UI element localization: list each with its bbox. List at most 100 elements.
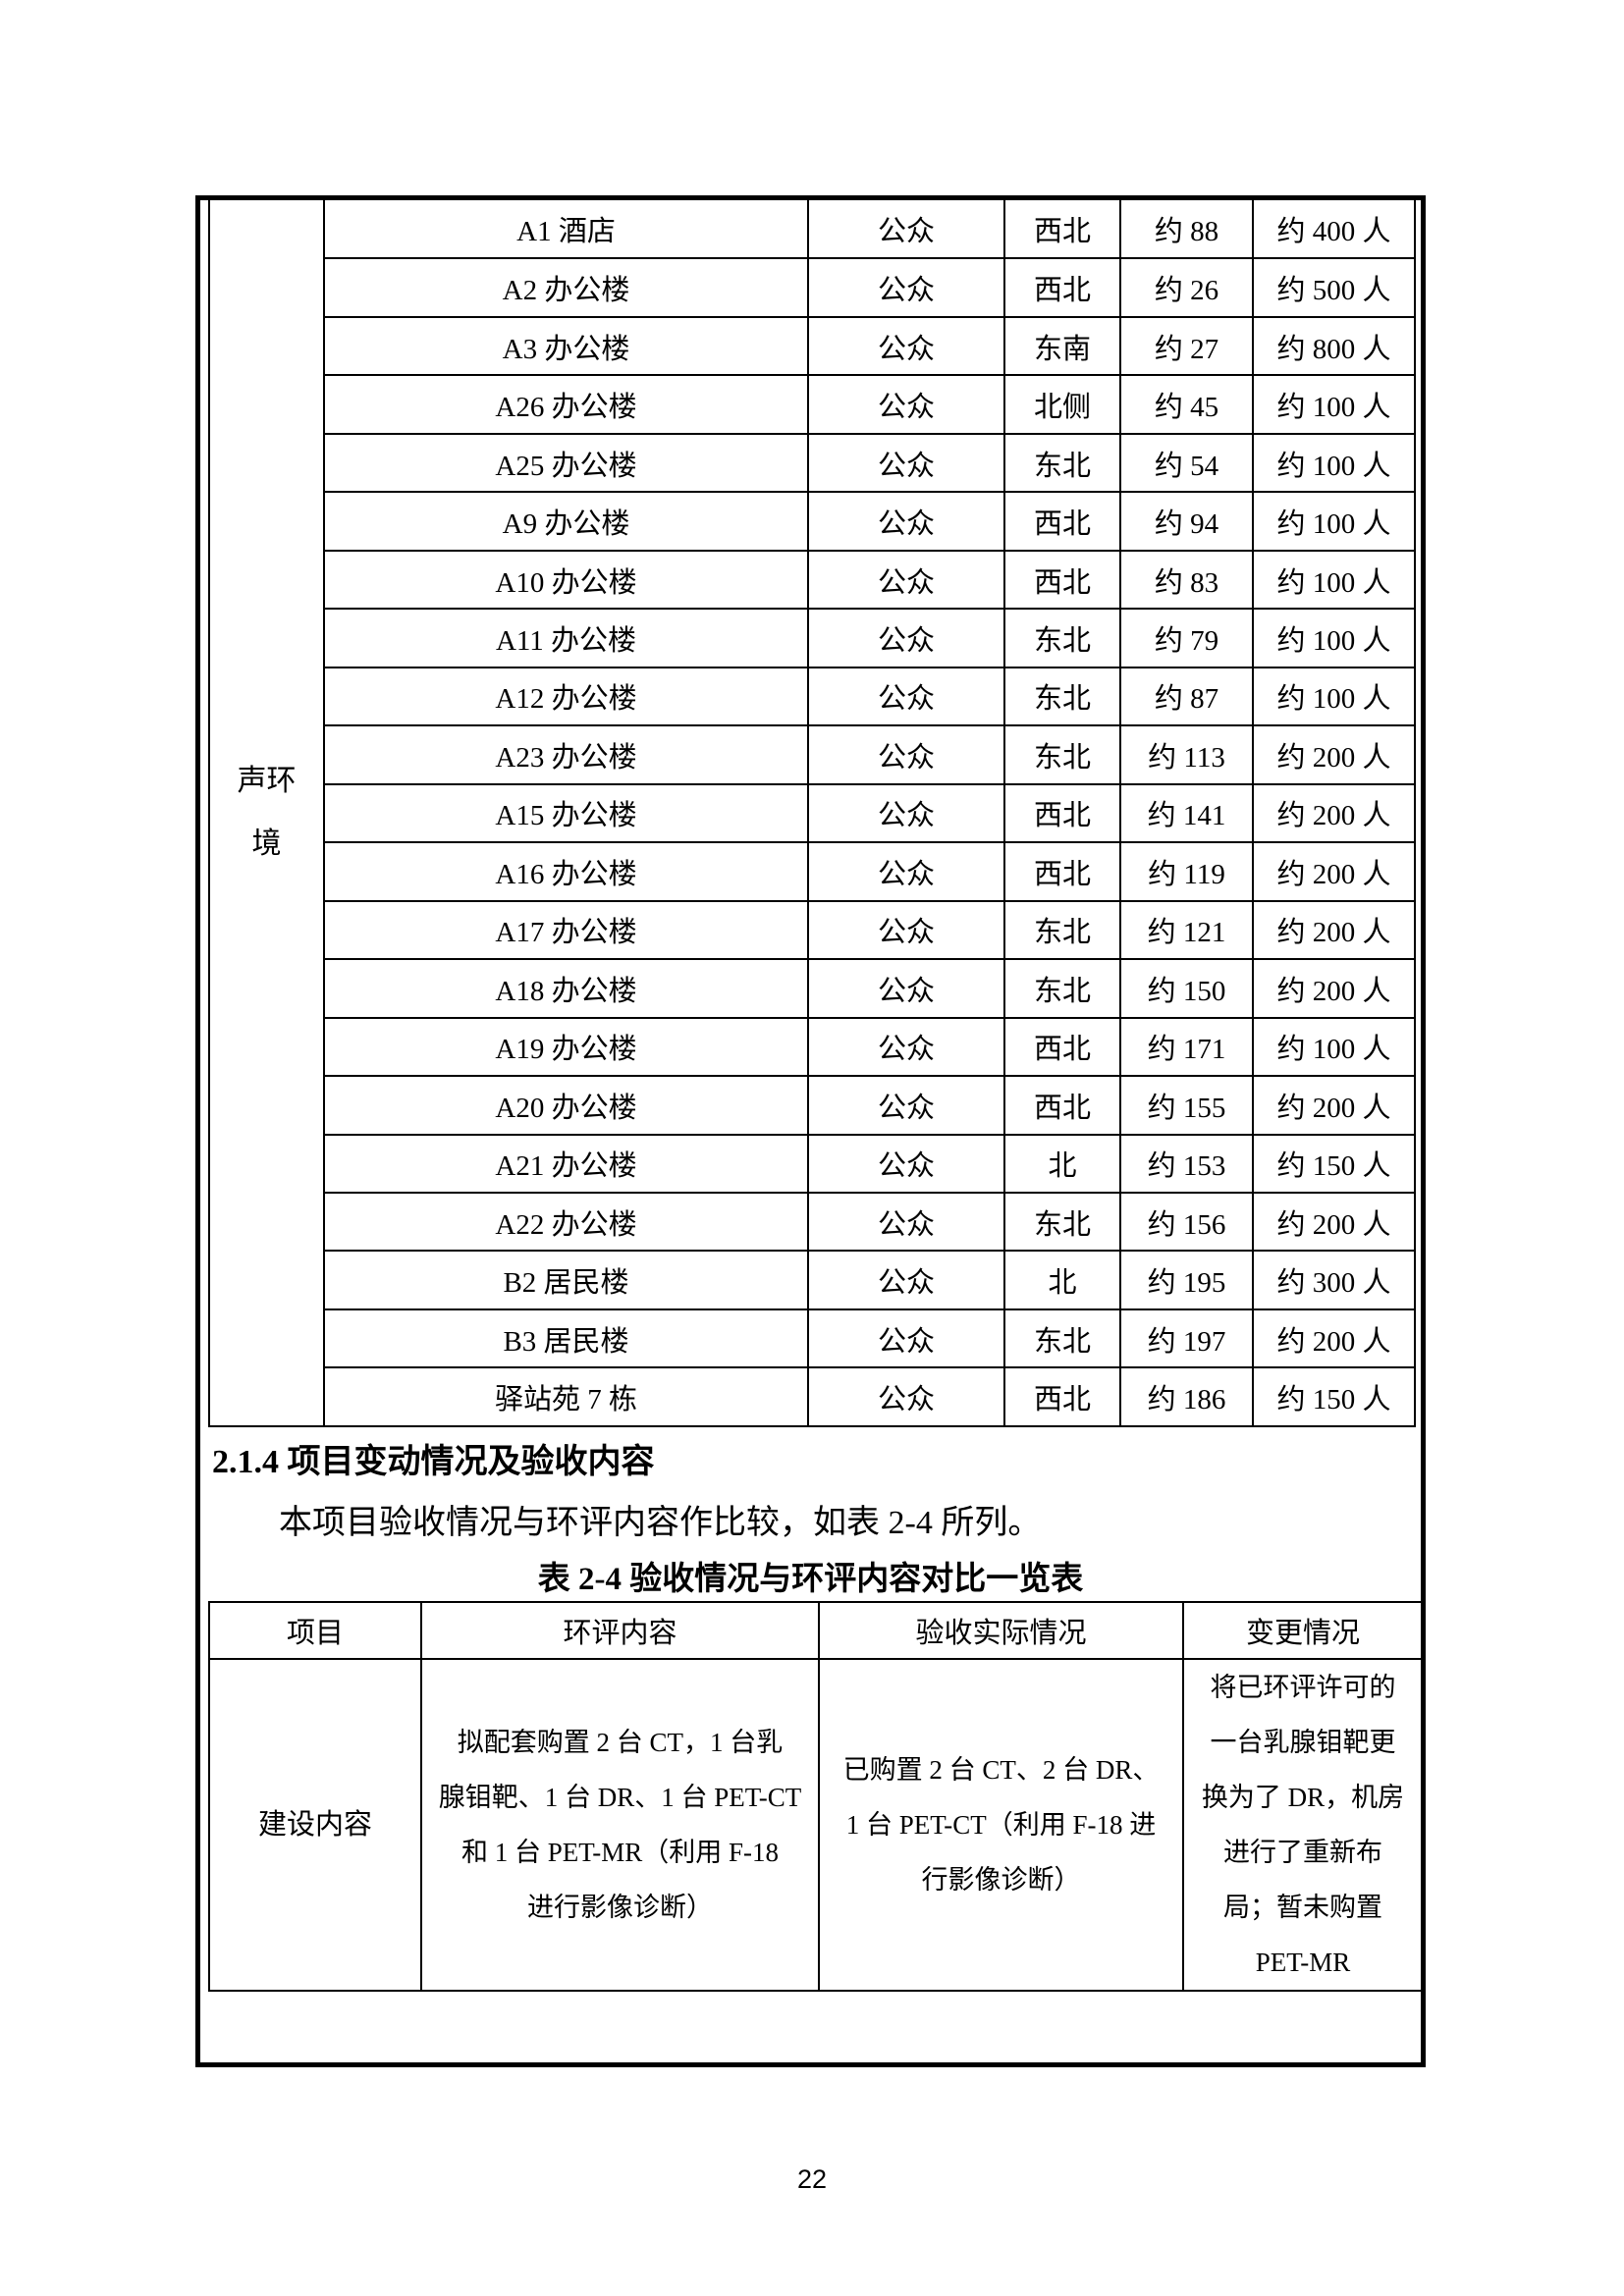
noise-cell-direction: 西北 (1003, 257, 1121, 318)
noise-table-row: A19 办公楼 公众 西北 约 171 约 100 人 (209, 1016, 1416, 1078)
noise-cell-distance: 约 150 (1119, 958, 1254, 1019)
noise-cell-name: A26 办公楼 (323, 374, 809, 435)
noise-cell-receptor-type: 公众 (807, 782, 1005, 844)
page-number: 22 (796, 2164, 828, 2194)
noise-table-row: A12 办公楼 公众 东北 约 87 约 100 人 (209, 666, 1416, 727)
noise-cell-direction: 东北 (1003, 958, 1121, 1019)
noise-group-label: 声环境 (208, 200, 325, 1427)
noise-cell-population: 约 200 人 (1252, 1075, 1416, 1136)
noise-table-row: A20 办公楼 公众 西北 约 155 约 200 人 (209, 1075, 1416, 1136)
noise-cell-population: 约 200 人 (1252, 899, 1416, 961)
noise-cell-direction: 东北 (1003, 432, 1121, 494)
noise-cell-direction: 西北 (1003, 200, 1121, 260)
noise-cell-name: A15 办公楼 (323, 782, 809, 844)
noise-cell-receptor-type: 公众 (807, 1191, 1005, 1253)
noise-table-row: A3 办公楼 公众 东南 约 27 约 800 人 (209, 315, 1416, 377)
noise-cell-direction: 西北 (1003, 1075, 1121, 1136)
noise-cell-population: 约 200 人 (1252, 841, 1416, 902)
noise-cell-distance: 约 113 (1119, 724, 1254, 785)
noise-table-row: A10 办公楼 公众 西北 约 83 约 100 人 (209, 549, 1416, 611)
header-change: 变更情况 (1182, 1601, 1424, 1660)
noise-cell-distance: 约 121 (1119, 899, 1254, 961)
noise-cell-population: 约 100 人 (1252, 374, 1416, 435)
noise-table-row: 驿站苑 7 栋 公众 西北 约 186 约 150 人 (209, 1366, 1416, 1427)
noise-cell-direction: 东北 (1003, 899, 1121, 961)
noise-cell-population: 约 200 人 (1252, 1191, 1416, 1253)
noise-cell-name: B3 居民楼 (323, 1308, 809, 1369)
noise-table-row: A16 办公楼 公众 西北 约 119 约 200 人 (209, 841, 1416, 902)
noise-cell-distance: 约 197 (1119, 1308, 1254, 1369)
comparison-header-row: 项目 环评内容 验收实际情况 变更情况 (208, 1601, 1424, 1660)
noise-cell-name: A17 办公楼 (323, 899, 809, 961)
noise-cell-name: A20 办公楼 (323, 1075, 809, 1136)
header-eia-content: 环评内容 (420, 1601, 820, 1660)
cell-change: 将已环评许可的 一台乳腺钼靶更 换为了 DR，机房 进行了重新布 局；暂未购置 … (1182, 1658, 1424, 1992)
noise-cell-population: 约 100 人 (1252, 549, 1416, 611)
noise-cell-receptor-type: 公众 (807, 374, 1005, 435)
noise-cell-direction: 东北 (1003, 1308, 1121, 1369)
noise-cell-name: A25 办公楼 (323, 432, 809, 494)
noise-cell-receptor-type: 公众 (807, 1075, 1005, 1136)
noise-table-row: B3 居民楼 公众 东北 约 197 约 200 人 (209, 1308, 1416, 1369)
noise-cell-distance: 约 141 (1119, 782, 1254, 844)
noise-table-row: A11 办公楼 公众 东北 约 79 约 100 人 (209, 608, 1416, 668)
noise-cell-population: 约 100 人 (1252, 666, 1416, 727)
noise-cell-receptor-type: 公众 (807, 1016, 1005, 1078)
noise-table-row: 声环境 A1 酒店 公众 西北 约 88 约 400 人 (208, 200, 1416, 1427)
intro-paragraph: 本项目验收情况与环评内容作比较，如表 2-4 所列。 (279, 1505, 1042, 1541)
noise-cell-name: A3 办公楼 (323, 315, 809, 377)
noise-cell-population: 约 100 人 (1252, 608, 1416, 668)
noise-cell-name: B2 居民楼 (323, 1250, 809, 1310)
noise-cell-population: 约 300 人 (1252, 1250, 1416, 1310)
noise-cell-distance: 约 54 (1119, 432, 1254, 494)
noise-cell-direction: 北 (1003, 1133, 1121, 1194)
noise-cell-receptor-type: 公众 (807, 958, 1005, 1019)
noise-cell-distance: 约 27 (1119, 315, 1254, 377)
noise-cell-population: 约 200 人 (1252, 724, 1416, 785)
comparison-table: 项目 环评内容 验收实际情况 变更情况 建设内容 拟配套购置 2 台 CT，1 … (208, 1601, 1424, 1992)
noise-cell-population: 约 150 人 (1252, 1366, 1416, 1427)
noise-cell-distance: 约 119 (1119, 841, 1254, 902)
noise-cell-receptor-type: 公众 (807, 1250, 1005, 1310)
noise-table-row: A21 办公楼 公众 北 约 153 约 150 人 (209, 1133, 1416, 1194)
noise-cell-distance: 约 171 (1119, 1016, 1254, 1078)
cell-acceptance-actual: 已购置 2 台 CT、2 台 DR、 1 台 PET-CT（利用 F-18 进 … (818, 1658, 1184, 1992)
noise-table-row: B2 居民楼 公众 北 约 195 约 300 人 (209, 1250, 1416, 1310)
noise-cell-distance: 约 83 (1119, 549, 1254, 611)
noise-cell-name: A11 办公楼 (323, 608, 809, 668)
noise-cell-population: 约 200 人 (1252, 1308, 1416, 1369)
noise-cell-population: 约 100 人 (1252, 432, 1416, 494)
section-heading: 2.1.4 项目变动情况及验收内容 (212, 1444, 655, 1480)
noise-cell-receptor-type: 公众 (807, 608, 1005, 668)
noise-cell-population: 约 150 人 (1252, 1133, 1416, 1194)
noise-cell-direction: 东南 (1003, 315, 1121, 377)
noise-cell-distance: 约 79 (1119, 608, 1254, 668)
noise-cell-distance: 约 156 (1119, 1191, 1254, 1253)
page-frame: 声环境 A1 酒店 公众 西北 约 88 约 400 人 A2 办公楼 公众 西北… (195, 195, 1426, 2067)
noise-cell-receptor-type: 公众 (807, 1366, 1005, 1427)
noise-table-row: A18 办公楼 公众 东北 约 150 约 200 人 (209, 958, 1416, 1019)
noise-cell-distance: 约 186 (1119, 1366, 1254, 1427)
noise-table-row: A22 办公楼 公众 东北 约 156 约 200 人 (209, 1191, 1416, 1253)
noise-table-row: A23 办公楼 公众 东北 约 113 约 200 人 (209, 724, 1416, 785)
noise-cell-distance: 约 45 (1119, 374, 1254, 435)
noise-cell-receptor-type: 公众 (807, 899, 1005, 961)
noise-cell-receptor-type: 公众 (807, 200, 1005, 260)
noise-cell-name: A23 办公楼 (323, 724, 809, 785)
noise-cell-receptor-type: 公众 (807, 432, 1005, 494)
noise-cell-distance: 约 153 (1119, 1133, 1254, 1194)
noise-cell-population: 约 100 人 (1252, 491, 1416, 552)
noise-cell-receptor-type: 公众 (807, 841, 1005, 902)
noise-cell-direction: 西北 (1003, 1016, 1121, 1078)
noise-cell-population: 约 200 人 (1252, 958, 1416, 1019)
noise-cell-direction: 西北 (1003, 491, 1121, 552)
noise-cell-receptor-type: 公众 (807, 549, 1005, 611)
noise-cell-name: 驿站苑 7 栋 (323, 1366, 809, 1427)
noise-cell-name: A9 办公楼 (323, 491, 809, 552)
noise-cell-name: A18 办公楼 (323, 958, 809, 1019)
noise-cell-distance: 约 94 (1119, 491, 1254, 552)
noise-cell-name: A2 办公楼 (323, 257, 809, 318)
noise-cell-distance: 约 155 (1119, 1075, 1254, 1136)
noise-cell-receptor-type: 公众 (807, 1133, 1005, 1194)
noise-cell-direction: 东北 (1003, 666, 1121, 727)
